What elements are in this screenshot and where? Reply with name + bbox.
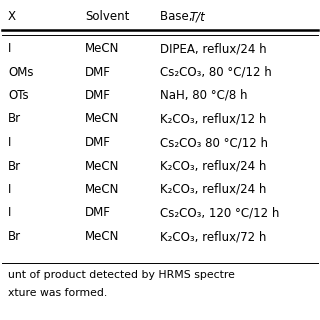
Text: I: I [8,136,12,149]
Text: I: I [8,42,12,55]
Text: Cs₂CO₃ 80 °C/12 h: Cs₂CO₃ 80 °C/12 h [160,136,268,149]
Text: OMs: OMs [8,66,34,78]
Text: Cs₂CO₃, 120 °C/12 h: Cs₂CO₃, 120 °C/12 h [160,206,279,220]
Text: xture was formed.: xture was formed. [8,288,107,298]
Text: Br: Br [8,230,21,243]
Text: DMF: DMF [85,89,111,102]
Text: NaH, 80 °C/8 h: NaH, 80 °C/8 h [160,89,247,102]
Text: unt of product detected by HRMS spectre: unt of product detected by HRMS spectre [8,270,235,280]
Text: K₂CO₃, reflux/24 h: K₂CO₃, reflux/24 h [160,159,266,172]
Text: MeCN: MeCN [85,159,119,172]
Text: DMF: DMF [85,66,111,78]
Text: MeCN: MeCN [85,183,119,196]
Text: Br: Br [8,159,21,172]
Text: OTs: OTs [8,89,28,102]
Text: MeCN: MeCN [85,113,119,125]
Text: MeCN: MeCN [85,230,119,243]
Text: Base,: Base, [160,10,196,23]
Text: I: I [8,183,12,196]
Text: Solvent: Solvent [85,10,129,23]
Text: K₂CO₃, reflux/24 h: K₂CO₃, reflux/24 h [160,183,266,196]
Text: Cs₂CO₃, 80 °C/12 h: Cs₂CO₃, 80 °C/12 h [160,66,272,78]
Text: DIPEA, reflux/24 h: DIPEA, reflux/24 h [160,42,267,55]
Text: I: I [8,206,12,220]
Text: X: X [8,10,16,23]
Text: DMF: DMF [85,136,111,149]
Text: DMF: DMF [85,206,111,220]
Text: K₂CO₃, reflux/72 h: K₂CO₃, reflux/72 h [160,230,266,243]
Text: T/t: T/t [189,10,205,23]
Text: Br: Br [8,113,21,125]
Text: MeCN: MeCN [85,42,119,55]
Text: K₂CO₃, reflux/12 h: K₂CO₃, reflux/12 h [160,113,266,125]
